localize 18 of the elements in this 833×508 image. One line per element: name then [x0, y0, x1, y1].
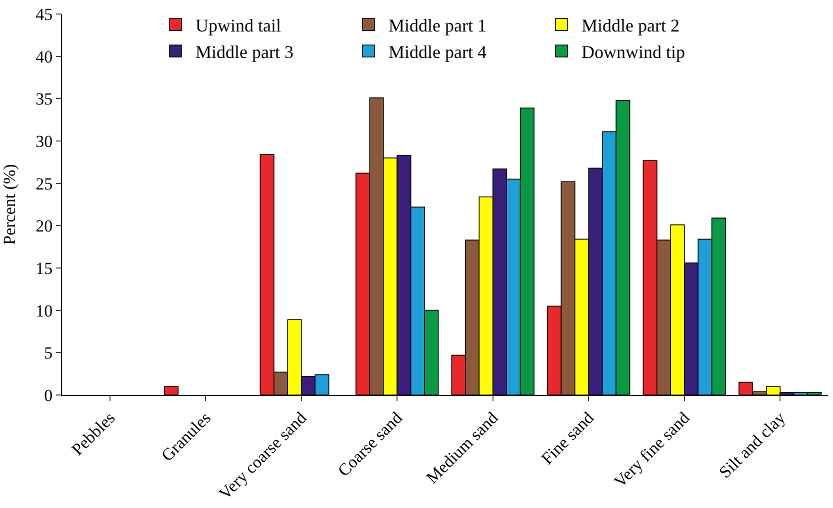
- x-tick-label: Silt and clay: [715, 408, 790, 482]
- legend-label: Middle part 4: [388, 42, 486, 62]
- y-tick-label: 40: [36, 47, 53, 66]
- y-tick-label: 30: [36, 132, 53, 151]
- y-axis-title: Percent (%): [0, 164, 20, 245]
- y-tick-label: 15: [36, 258, 53, 278]
- y-tick-label: 10: [36, 301, 53, 320]
- y-tick-label: 45: [36, 4, 53, 24]
- y-tick-label: 20: [36, 216, 53, 236]
- y-tick-label: 25: [36, 174, 53, 194]
- y-tick-label: 5: [44, 344, 53, 363]
- y-tick-label: 35: [36, 90, 53, 109]
- legend-label: Upwind tail: [196, 16, 281, 36]
- legend-label: Middle part 2: [582, 16, 680, 36]
- legend-label: Middle part 1: [388, 16, 486, 36]
- y-tick-label: 0: [44, 386, 53, 405]
- legend-label: Middle part 3: [196, 42, 294, 62]
- legend-label: Downwind tip: [582, 42, 685, 62]
